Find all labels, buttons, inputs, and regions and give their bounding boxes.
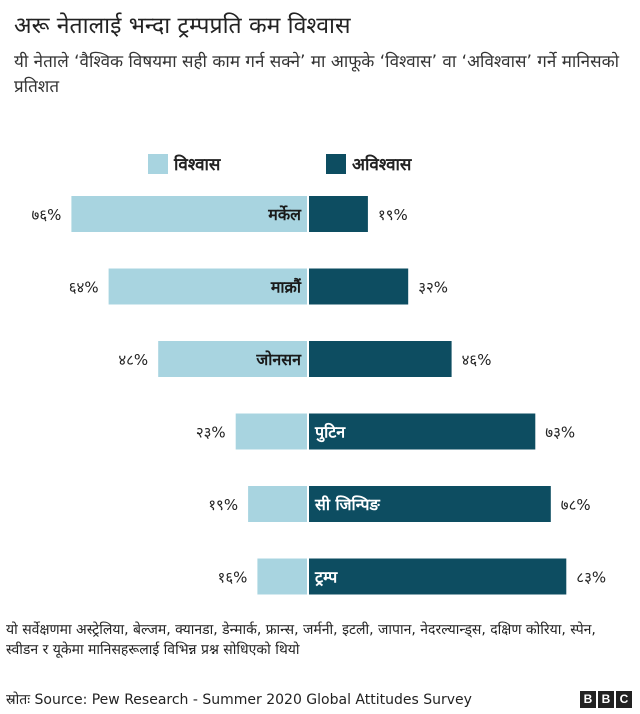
data-label-distrust: ३२% — [418, 279, 448, 297]
data-label-distrust: १९% — [378, 206, 408, 224]
legend: विश्वास अविश्वास — [0, 152, 640, 176]
legend-label-distrust: अविश्वास — [352, 155, 412, 175]
bar-distrust — [309, 341, 452, 377]
data-label-trust: १६% — [218, 569, 248, 587]
source-text: स्रोतः Source: Pew Research - Summer 202… — [6, 692, 472, 708]
data-label-trust: २३% — [196, 424, 226, 442]
category-label: मर्केल — [267, 205, 302, 224]
bar-distrust — [309, 486, 551, 522]
bbc-logo-letter: C — [616, 691, 632, 708]
data-label-trust: ६४% — [69, 279, 99, 297]
bar-trust — [248, 486, 307, 522]
legend-item-distrust: अविश्वास — [326, 152, 411, 175]
bar-trust — [158, 341, 307, 377]
bbc-logo: B B C — [580, 691, 632, 708]
bar-distrust — [309, 196, 368, 232]
category-label: माक्रौं — [270, 278, 302, 297]
footer: स्रोतः Source: Pew Research - Summer 202… — [0, 676, 640, 714]
data-label-distrust: ७३% — [545, 424, 575, 442]
category-label: सी जिन्पिङ — [314, 495, 380, 514]
bar-distrust — [309, 558, 567, 595]
legend-label-trust: विश्वास — [174, 155, 221, 175]
bar-distrust — [309, 413, 536, 450]
category-label: ट्रम्प — [314, 568, 338, 587]
data-label-distrust: ७८% — [561, 496, 591, 514]
data-label-trust: ४८% — [118, 351, 148, 369]
chart-svg: ७६% १९% मर्केल ६४% ३२% माक्रौं ४८% ४६% जोनसन २३% ७… — [32, 196, 606, 595]
survey-note: यो सर्वेक्षणमा अस्ट्रेलिया, बेल्जम, क्या… — [6, 622, 596, 658]
bbc-logo-letter: B — [598, 691, 614, 708]
legend-swatch-trust — [148, 153, 168, 174]
bar-distrust — [309, 268, 409, 305]
data-label-trust: १९% — [208, 496, 238, 514]
chart-subtitle: यी नेताले ‘वैश्विक विषयमा सही काम गर्न स… — [14, 52, 620, 97]
category-label: पुटिन — [314, 423, 346, 443]
data-label-trust: ७६% — [32, 206, 62, 224]
bar-trust — [235, 413, 307, 450]
chart-area: ७६% १९% मर्केल ६४% ३२% माक्रौं ४८% ४६% जोनसन २३% ७… — [0, 186, 640, 606]
legend-swatch-distrust — [326, 153, 346, 174]
data-label-distrust: ४६% — [462, 351, 492, 369]
legend-item-trust: विश्वास — [148, 152, 220, 175]
data-label-distrust: ८३% — [576, 569, 606, 587]
bbc-logo-letter: B — [580, 691, 596, 708]
chart-title: अरू नेतालाई भन्दा ट्रम्पप्रति कम विश्वास — [14, 13, 351, 39]
bar-trust — [257, 558, 307, 595]
bar-trust — [71, 196, 308, 232]
category-label: जोनसन — [255, 350, 302, 369]
bar-trust — [108, 268, 307, 305]
